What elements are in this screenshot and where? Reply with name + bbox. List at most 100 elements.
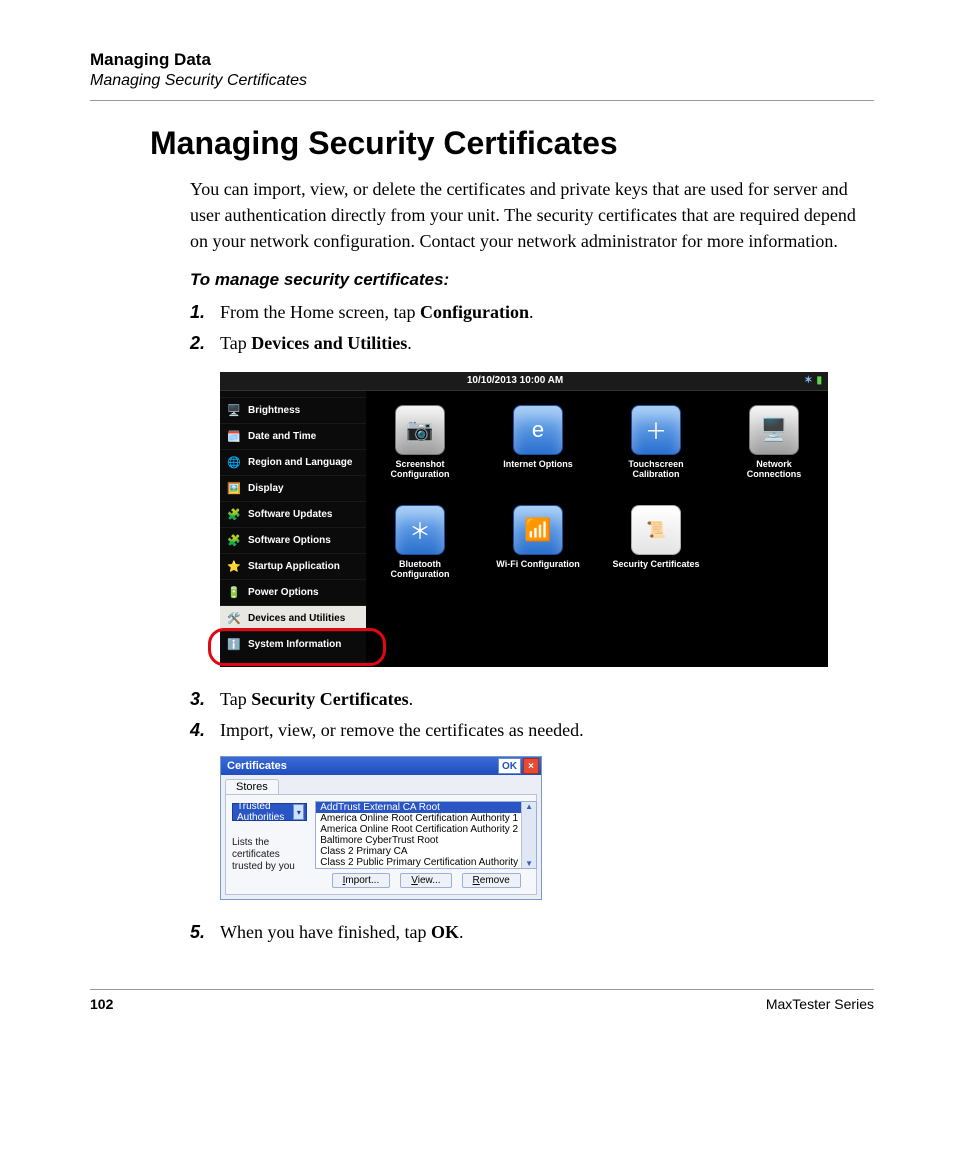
device-clock: 10/10/2013 10:00 AM <box>467 375 563 386</box>
step-3: 3. Tap Security Certificates. <box>190 685 874 714</box>
wi-fi-configuration-icon: 📶 <box>513 505 563 555</box>
certificate-row[interactable]: America Online Root Certification Author… <box>316 824 522 835</box>
tile-network-connections[interactable]: 🖥️Network Connections <box>728 405 820 481</box>
sidebar-item-region-and-language[interactable]: 🌐 Region and Language <box>220 449 366 475</box>
step-number: 1. <box>190 298 220 327</box>
sidebar-item-label: Power Options <box>248 587 319 598</box>
step-4: 4. Import, view, or remove the certifica… <box>190 716 874 745</box>
product-series: MaxTester Series <box>766 996 874 1012</box>
scroll-down-icon[interactable]: ▼ <box>525 859 533 868</box>
sidebar-item-brightness[interactable]: 🖥️ Brightness <box>220 397 366 423</box>
sidebar-item-label: Region and Language <box>248 457 352 468</box>
intro-paragraph: You can import, view, or delete the cert… <box>190 176 874 254</box>
tile-bluetooth-configuration[interactable]: ＊Bluetooth Configuration <box>374 505 466 581</box>
step-number: 3. <box>190 685 220 714</box>
tile-label: Touchscreen Calibration <box>610 459 702 481</box>
sidebar-item-system-information[interactable]: ℹ️ System Information <box>220 631 366 657</box>
header-rule <box>90 100 874 101</box>
tile-label: Screenshot Configuration <box>374 459 466 481</box>
step-keyword: OK <box>431 922 459 942</box>
step-text: From the Home screen, tap <box>220 302 420 322</box>
certificate-list[interactable]: AddTrust External CA RootAmerica Online … <box>315 801 537 869</box>
step-keyword: Devices and Utilities <box>251 333 407 353</box>
sidebar-item-date-and-time[interactable]: 🗓️ Date and Time <box>220 423 366 449</box>
step-1: 1. From the Home screen, tap Configurati… <box>190 298 874 327</box>
store-combo[interactable]: Trusted Authorities ▾ <box>232 803 307 821</box>
date-and-time-icon: 🗓️ <box>226 428 242 444</box>
device-screenshot: 10/10/2013 10:00 AM ✶ ▮ 🖥️ Brightness 🗓️ Da… <box>220 372 828 667</box>
startup-application-icon: ⭐ <box>226 558 242 574</box>
tile-wi-fi-configuration[interactable]: 📶 Wi-Fi Configuration <box>492 505 584 581</box>
sidebar-item-software-options[interactable]: 🧩Software Options <box>220 527 366 553</box>
security-certificates-icon: 📜 <box>631 505 681 555</box>
sidebar-item-label: Startup Application <box>248 561 340 572</box>
step-2: 2. Tap Devices and Utilities. <box>190 329 874 358</box>
scroll-up-icon[interactable]: ▲ <box>525 802 533 811</box>
sidebar-item-startup-application[interactable]: ⭐ Startup Application <box>220 553 366 579</box>
sidebar-item-label: Date and Time <box>248 431 316 442</box>
step-text: When you have finished, tap <box>220 922 431 942</box>
device-sidebar: 🖥️ Brightness 🗓️ Date and Time 🌐 Region and L… <box>220 391 366 667</box>
step-5: 5. When you have finished, tap OK. <box>190 918 874 947</box>
sidebar-item-display[interactable]: 🖼️Display <box>220 475 366 501</box>
tile-label: Bluetooth Configuration <box>374 559 466 581</box>
remove-button[interactable]: Remove <box>462 873 521 888</box>
store-description: Lists the certificates trusted by you <box>232 837 307 873</box>
import-button[interactable]: Import... <box>332 873 391 888</box>
tile-label: Wi-Fi Configuration <box>496 559 579 581</box>
sidebar-item-devices-and-utilities[interactable]: 🛠️ Devices and Utilities <box>220 605 366 631</box>
step-text: Tap <box>220 689 251 709</box>
devices-and-utilities-icon: 🛠️ <box>226 610 242 626</box>
page-number: 102 <box>90 996 113 1012</box>
tile-touchscreen-calibration[interactable]: ＋ Touchscreen Calibration <box>610 405 702 481</box>
tile-security-certificates[interactable]: 📜 Security Certificates <box>610 505 702 581</box>
step-number: 5. <box>190 918 220 947</box>
scrollbar[interactable]: ▲ ▼ <box>521 802 536 868</box>
close-button[interactable]: × <box>523 758 539 774</box>
chevron-down-icon: ▾ <box>293 804 304 820</box>
view-button[interactable]: View... <box>400 873 451 888</box>
page-title: Managing Security Certificates <box>150 125 874 162</box>
certificate-row[interactable]: Class 2 Public Primary Certification Aut… <box>316 857 522 868</box>
tile-internet-options[interactable]: eInternet Options <box>492 405 584 481</box>
device-grid: 📷 Screenshot Configuration eInternet Optio… <box>366 391 828 667</box>
device-status-bar: 10/10/2013 10:00 AM ✶ ▮ <box>220 372 828 391</box>
bluetooth-icon: ✶ <box>804 375 812 386</box>
tile-screenshot-configuration[interactable]: 📷 Screenshot Configuration <box>374 405 466 481</box>
screenshot-configuration-icon: 📷 <box>395 405 445 455</box>
tile-label: Security Certificates <box>612 559 699 581</box>
sidebar-item-label: Devices and Utilities <box>248 613 345 624</box>
battery-icon: ▮ <box>816 375 822 386</box>
running-section: Managing Security Certificates <box>90 72 874 90</box>
brightness-icon: 🖥️ <box>226 402 242 418</box>
region-and-language-icon: 🌐 <box>226 454 242 470</box>
sidebar-item-label: Display <box>248 483 284 494</box>
step-keyword: Configuration <box>420 302 529 322</box>
internet-options-icon: e <box>513 405 563 455</box>
running-chapter: Managing Data <box>90 50 874 70</box>
certificate-row[interactable]: Baltimore CyberTrust Root <box>316 835 522 846</box>
touchscreen-calibration-icon: ＋ <box>631 405 681 455</box>
system-information-icon: ℹ️ <box>226 636 242 652</box>
step-number: 2. <box>190 329 220 358</box>
sidebar-item-label: System Information <box>248 639 341 650</box>
certificate-row[interactable]: Class 2 Primary CA <box>316 846 522 857</box>
procedure-heading: To manage security certificates: <box>190 270 874 290</box>
sidebar-item-label: Software Updates <box>248 509 332 520</box>
sidebar-item-label: Brightness <box>248 405 300 416</box>
certificates-dialog-screenshot: Certificates OK × Stores Trusted Authori… <box>220 756 874 900</box>
step-number: 4. <box>190 716 220 745</box>
footer-rule <box>90 989 874 990</box>
certificate-row[interactable]: AddTrust External CA Root <box>316 802 522 813</box>
tab-stores[interactable]: Stores <box>225 779 279 794</box>
combo-value: Trusted Authorities <box>237 801 289 823</box>
sidebar-item-power-options[interactable]: 🔋 Power Options <box>220 579 366 605</box>
power-options-icon: 🔋 <box>226 584 242 600</box>
software-options-icon: 🧩 <box>226 532 242 548</box>
sidebar-item-software-updates[interactable]: 🧩Software Updates <box>220 501 366 527</box>
step-keyword: Security Certificates <box>251 689 408 709</box>
network-connections-icon: 🖥️ <box>749 405 799 455</box>
dialog-titlebar: Certificates OK × <box>221 757 541 775</box>
ok-button[interactable]: OK <box>498 758 521 774</box>
certificate-row[interactable]: America Online Root Certification Author… <box>316 813 522 824</box>
